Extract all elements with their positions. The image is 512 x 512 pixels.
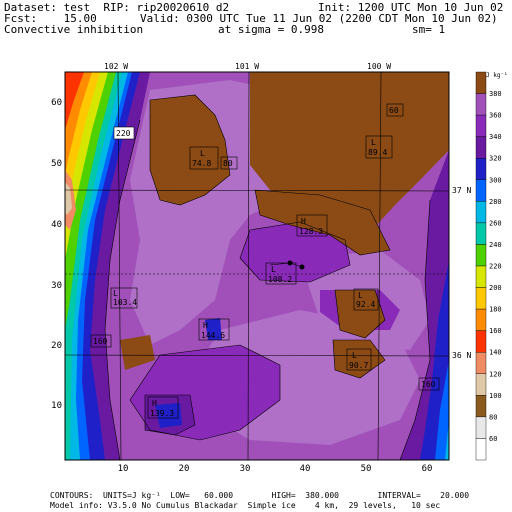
- low-label-6-value: 90.7: [349, 361, 368, 370]
- colorbar-swatch: [475, 244, 487, 267]
- low-label-2-value: 89.4: [368, 148, 387, 157]
- header-level: at sigma = 0.998: [218, 23, 324, 36]
- y-tick-40: 40: [51, 220, 62, 230]
- colorbar-swatch: [475, 287, 487, 310]
- colorbar-swatch: [475, 438, 487, 461]
- high-label-2-value: 144.6: [201, 331, 225, 340]
- contour-lines: [104, 94, 431, 460]
- low-label-5-type: L: [358, 291, 363, 300]
- high-label-3-value: 139.3: [150, 409, 174, 418]
- y-tick-30: 30: [51, 281, 62, 291]
- low-label-1-type: L: [200, 149, 205, 158]
- x-tick-50: 50: [361, 464, 372, 474]
- colorbar-level-label: 260: [489, 219, 502, 227]
- colorbar-level-label: 380: [489, 90, 502, 98]
- colorbar-level-label: 320: [489, 155, 502, 163]
- y-tick-10: 10: [51, 401, 62, 411]
- colorbar-swatch: [475, 179, 487, 202]
- contour-box-60: 60: [389, 106, 399, 115]
- colorbar-swatch: [475, 71, 487, 94]
- header-smoothing: sm= 1: [412, 23, 446, 36]
- colorbar-swatch: [475, 416, 487, 439]
- contour-box-160-left: 160: [93, 337, 108, 346]
- footer-model-info: Model info: V3.5.0 No Cumulus Blackadar …: [50, 501, 441, 510]
- colorbar-swatch: [475, 201, 487, 224]
- high-label-1-type: H: [301, 217, 306, 226]
- low-label-6-type: L: [352, 351, 357, 360]
- y-tick-60: 60: [51, 98, 62, 108]
- high-label-3-type: H: [152, 399, 157, 408]
- colorbar-swatch: [475, 330, 487, 353]
- x-tick-10: 10: [118, 464, 129, 474]
- colorbar-level-label: 220: [489, 263, 502, 271]
- x-tick-20: 20: [179, 464, 190, 474]
- x-tick-30: 30: [240, 464, 251, 474]
- header-init: Init: 1200 UTC Mon 10 Jun 02: [318, 1, 504, 14]
- lat-label-36n: 36 N: [452, 351, 471, 360]
- colorbar-swatch: [475, 222, 487, 245]
- y-tick-50: 50: [51, 159, 62, 169]
- colorbar-swatch: [475, 308, 487, 331]
- colorbar-level-label: 280: [489, 198, 502, 206]
- low-label-1-value: 74.8: [192, 159, 211, 168]
- y-tick-20: 20: [51, 341, 62, 351]
- colorbar-level-label: 360: [489, 112, 502, 120]
- colorbar-level-label: 140: [489, 349, 502, 357]
- header-valid: Valid: 0300 UTC Tue 11 Jun 02 (2200 CDT …: [140, 12, 498, 25]
- high-label-1-value: 128.3: [299, 227, 323, 236]
- colorbar-level-label: 240: [489, 241, 502, 249]
- colorbar-level-label: 60: [489, 435, 497, 443]
- colorbar-swatch: [475, 93, 487, 116]
- colorbar-swatch: [475, 158, 487, 180]
- map-frame: [64, 71, 450, 461]
- high-label-2-type: H: [203, 321, 208, 330]
- lon-label-102w: 102 W: [104, 62, 128, 71]
- colorbar-level-label: 340: [489, 133, 502, 141]
- colorbar-swatch: [475, 373, 487, 396]
- footer-contours: CONTOURS: UNITS=J kg⁻¹ LOW= 60.000 HIGH=…: [50, 491, 470, 500]
- low-label-5-value: 92.4: [356, 300, 375, 309]
- colorbar-level-label: 120: [489, 370, 502, 378]
- colorbar-unit: J kg⁻¹: [486, 72, 508, 79]
- colorbar-swatch: [475, 395, 487, 418]
- low-label-2-type: L: [371, 138, 376, 147]
- colorbar-swatch: [475, 136, 487, 159]
- header-field: Convective inhibition: [4, 23, 144, 36]
- x-tick-60: 60: [422, 464, 433, 474]
- colorbar-level-label: 80: [489, 413, 497, 421]
- colorbar-swatch: [475, 265, 487, 288]
- colorbar-swatch: [475, 352, 487, 374]
- low-label-4-value: 108.2: [268, 275, 292, 284]
- x-tick-40: 40: [300, 464, 311, 474]
- colorbar-level-label: 100: [489, 392, 502, 400]
- contour-box-80: 80: [223, 159, 233, 168]
- colorbar-level-label: 200: [489, 284, 502, 292]
- contour-box-220: 220: [116, 129, 131, 138]
- header-fcst: Fcst: 15.00: [4, 12, 97, 25]
- low-label-4-type: L: [271, 265, 276, 274]
- colorbar-swatches: [475, 71, 487, 461]
- colorbar-level-label: 300: [489, 176, 502, 184]
- lon-label-100w: 100 W: [367, 62, 391, 71]
- low-label-3-type: L: [113, 289, 118, 298]
- contour-box-160-right: 160: [421, 380, 436, 389]
- colorbar-swatch: [475, 114, 487, 137]
- lon-label-101w: 101 W: [235, 62, 259, 71]
- colorbar-labels: 380 360 340 320 300 280 260 240 220 200 180 160 140 1…: [489, 90, 502, 443]
- colorbar-level-label: 180: [489, 306, 502, 314]
- colorbar-level-label: 160: [489, 327, 502, 335]
- lat-label-37n: 37 N: [452, 186, 471, 195]
- header-dataset: Dataset: test RIP: rip20020610 d2: [4, 1, 230, 14]
- low-label-3-value: 103.4: [113, 298, 137, 307]
